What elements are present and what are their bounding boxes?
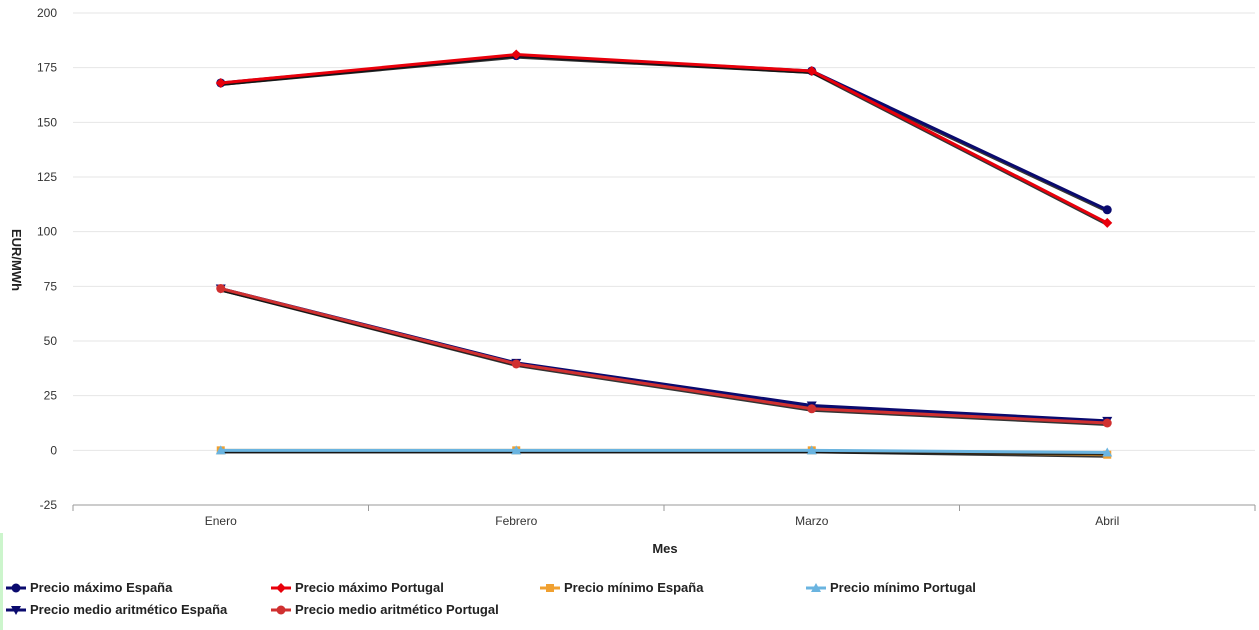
series-precio-medio-aritm-tico-portugal [216,284,1112,428]
series-precio-m-nimo-portugal [215,445,1113,457]
series-line [220,448,1108,455]
y-tick-label: 150 [37,115,57,129]
x-tick-label: Enero [205,514,237,528]
legend-item-avg-portugal[interactable]: Precio medio aritmético Portugal [271,602,499,617]
x-axis-title: Mes [652,541,677,556]
data-point [511,445,522,455]
x-tick-label: Febrero [495,514,537,528]
series-shadow [220,288,1108,426]
y-axis-ticks: -25 0 25 50 75 100 125 150 175 200 [37,6,57,512]
y-tick-label: 0 [50,443,57,457]
series-shadow [220,54,1108,226]
series-shadow [220,288,1108,424]
data-point [215,445,226,455]
legend-label: Precio medio aritmético Portugal [295,602,499,617]
legend-item-avg-spain[interactable]: Precio medio aritmético España [6,602,227,617]
data-point [215,77,226,88]
data-point [511,359,521,369]
series-line [220,287,1108,423]
legend-marker-icon [806,582,826,592]
data-point [216,284,226,294]
series-line [220,54,1108,212]
y-tick-label: 125 [37,170,57,184]
legend-label: Precio mínimo Portugal [830,580,976,595]
data-point [1102,205,1112,215]
x-tick-label: Abril [1095,514,1119,528]
legend-item-min-portugal[interactable]: Precio mínimo Portugal [806,580,976,595]
data-point [1102,447,1113,457]
legend-item-max-spain[interactable]: Precio máximo España [6,580,172,595]
left-accent-strip [0,533,3,630]
legend-label: Precio máximo Portugal [295,580,444,595]
legend-label: Precio máximo España [30,580,173,595]
legend-marker-icon [540,583,560,592]
y-tick-label: 175 [37,61,57,75]
grid-lines [73,12,1255,506]
legend-marker-icon [271,605,291,614]
legend-label: Precio mínimo España [564,580,704,595]
legend-marker-icon [6,605,26,615]
legend-item-max-portugal[interactable]: Precio máximo Portugal [271,580,444,595]
series-precio-m-ximo-portugal [215,49,1113,228]
series-line [220,287,1108,425]
series-shadow [220,55,1108,213]
y-tick-label: 25 [44,389,58,403]
y-tick-label: 50 [44,334,58,348]
data-point [1102,418,1112,428]
data-point [806,65,817,76]
legend-item-min-spain[interactable]: Precio mínimo España [540,580,703,595]
y-axis-title: EUR/MWh [9,229,24,291]
series-precio-medio-aritm-tico-espa-a [215,284,1113,426]
series-lines [215,49,1113,459]
data-point [511,49,522,60]
legend-label: Precio medio aritmético España [30,602,228,617]
x-axis: Enero Febrero Marzo Abril [72,505,1256,528]
y-tick-label: 200 [37,6,57,20]
data-point [1102,217,1113,228]
legend-marker-icon [271,582,291,593]
data-point [806,445,817,455]
data-point [807,404,817,414]
series-line [220,53,1108,225]
series-precio-m-ximo-espa-a [216,51,1112,215]
y-tick-label: -25 [40,498,58,512]
legend-marker-icon [6,583,26,592]
y-tick-label: 75 [44,279,58,293]
x-tick-label: Marzo [795,514,829,528]
y-tick-label: 100 [37,225,57,239]
